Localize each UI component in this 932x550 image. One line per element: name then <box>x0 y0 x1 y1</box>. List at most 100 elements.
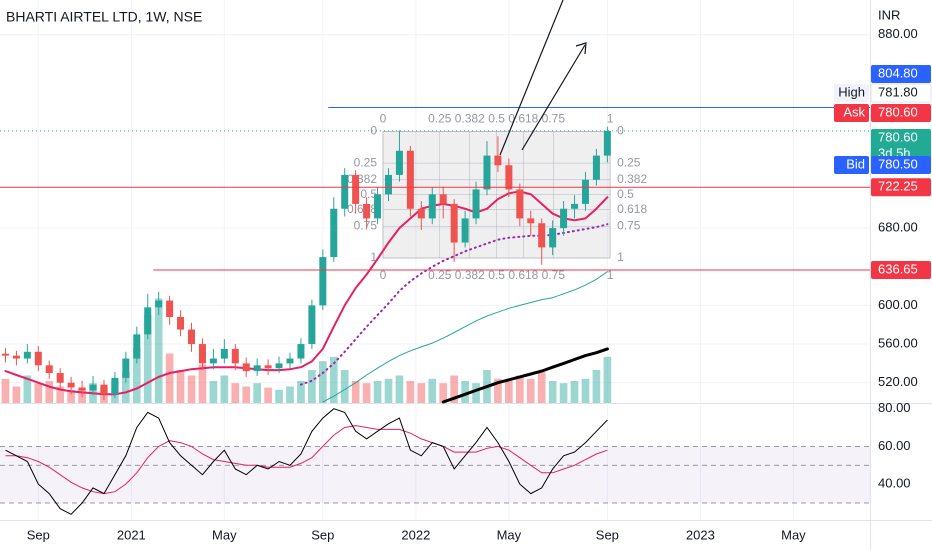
volume-bar <box>505 381 513 403</box>
volume-bar <box>122 372 130 403</box>
candle-body <box>198 344 206 364</box>
candle-body <box>592 155 600 180</box>
fib-label: 0.5 <box>360 187 377 201</box>
candle-body <box>67 382 75 388</box>
candle-body <box>100 384 108 395</box>
price-tag-value: 780.50 <box>878 156 918 171</box>
volume-bar <box>154 298 163 403</box>
fib-label: 0.25 <box>617 155 641 169</box>
candle-body <box>395 150 403 175</box>
price-tag-value: 804.80 <box>878 65 918 80</box>
candle-body <box>461 218 469 243</box>
volume-bar <box>472 383 480 403</box>
rsi-ma <box>5 425 608 495</box>
fib-label: 0.75 <box>617 219 641 233</box>
candle-body <box>341 174 349 209</box>
fib-label: 0 <box>370 124 377 138</box>
y-tick-label: 880.00 <box>878 26 918 41</box>
x-tick-label: May <box>212 527 237 542</box>
y-tick-label: 520.00 <box>878 374 918 389</box>
price-tag-value: 780.60 <box>878 129 918 144</box>
volume-bar <box>526 378 535 403</box>
fib-label: 0.382 <box>347 172 377 186</box>
fib-label: 0.25 <box>354 155 378 169</box>
price-tag-name-box <box>834 156 869 174</box>
volume-bar <box>592 370 601 403</box>
candle-body <box>603 130 611 156</box>
candle-body <box>516 189 524 219</box>
rsi-tick-label: 40.00 <box>878 476 911 491</box>
candle-body <box>384 174 392 195</box>
candle-body <box>538 223 546 248</box>
fib-time-label: 1 <box>607 268 614 282</box>
volume-bar <box>242 386 251 403</box>
fib-time-label: 0.5 <box>488 112 505 126</box>
volume-bar <box>362 383 371 403</box>
candle-body <box>12 355 20 359</box>
volume-bar <box>417 383 426 403</box>
fib-time-label: 0.25 <box>428 112 452 126</box>
volume-bar <box>450 375 458 403</box>
volume-bar <box>56 386 65 403</box>
candle-body <box>188 329 196 345</box>
price-tag-name: Ask <box>843 104 865 119</box>
candle-body <box>472 189 480 219</box>
rsi-band <box>0 446 870 504</box>
trend-arrow <box>521 44 586 151</box>
volume-bar <box>373 381 382 403</box>
volume-bar <box>34 383 43 403</box>
candle-body <box>417 208 425 219</box>
volume-bar <box>45 381 54 403</box>
candle-body <box>144 307 152 335</box>
volume-bar <box>537 372 546 403</box>
candle-body <box>122 358 130 378</box>
volume-bar <box>132 348 141 403</box>
volume-bar <box>220 375 229 403</box>
volume-bar <box>570 381 579 403</box>
price-tag-name: High <box>838 84 865 99</box>
candle-body <box>450 203 458 243</box>
candle-body <box>483 155 491 190</box>
x-tick-label: Sep <box>596 527 619 542</box>
price-tag-value: 781.80 <box>878 84 918 99</box>
price-tag-name-box <box>834 104 869 122</box>
fib-time-label: 0.382 <box>455 268 485 282</box>
volume-bar <box>559 383 568 403</box>
volume-bar <box>308 370 316 403</box>
volume-bar <box>340 370 349 403</box>
drawings <box>499 0 587 156</box>
volume-bar <box>286 386 294 403</box>
candle-body <box>330 208 338 258</box>
candle-body <box>45 365 53 374</box>
volume-bar <box>176 370 185 403</box>
candle-body <box>571 203 579 209</box>
price-tag-name: Bid <box>846 156 865 171</box>
rsi-tick-label: 60.00 <box>878 438 911 453</box>
candle-body <box>264 365 272 369</box>
volume-bar <box>198 364 207 403</box>
volume-bar <box>494 378 502 403</box>
trend-arrow <box>499 0 564 156</box>
candle-body <box>133 334 141 359</box>
price-tag <box>871 178 931 197</box>
candle-body <box>166 300 174 317</box>
volume-bar <box>395 375 404 403</box>
volume-bar <box>428 378 437 403</box>
price-tag-value: 722.25 <box>878 179 918 194</box>
candle-body <box>363 203 371 219</box>
fib-time-label: 0.382 <box>455 112 485 126</box>
volume-bar <box>351 381 360 403</box>
candle-body <box>549 228 557 248</box>
volume-bar <box>253 383 261 403</box>
candle-body <box>352 174 360 204</box>
fib-label: 0.618 <box>617 202 647 216</box>
x-tick-label: 2021 <box>117 527 146 542</box>
candle-body <box>439 194 447 204</box>
fib-label: 0.382 <box>617 172 647 186</box>
candle-body <box>242 363 250 372</box>
volume-bar <box>264 387 272 403</box>
volume-bar <box>23 375 32 403</box>
candle-body <box>78 387 86 391</box>
